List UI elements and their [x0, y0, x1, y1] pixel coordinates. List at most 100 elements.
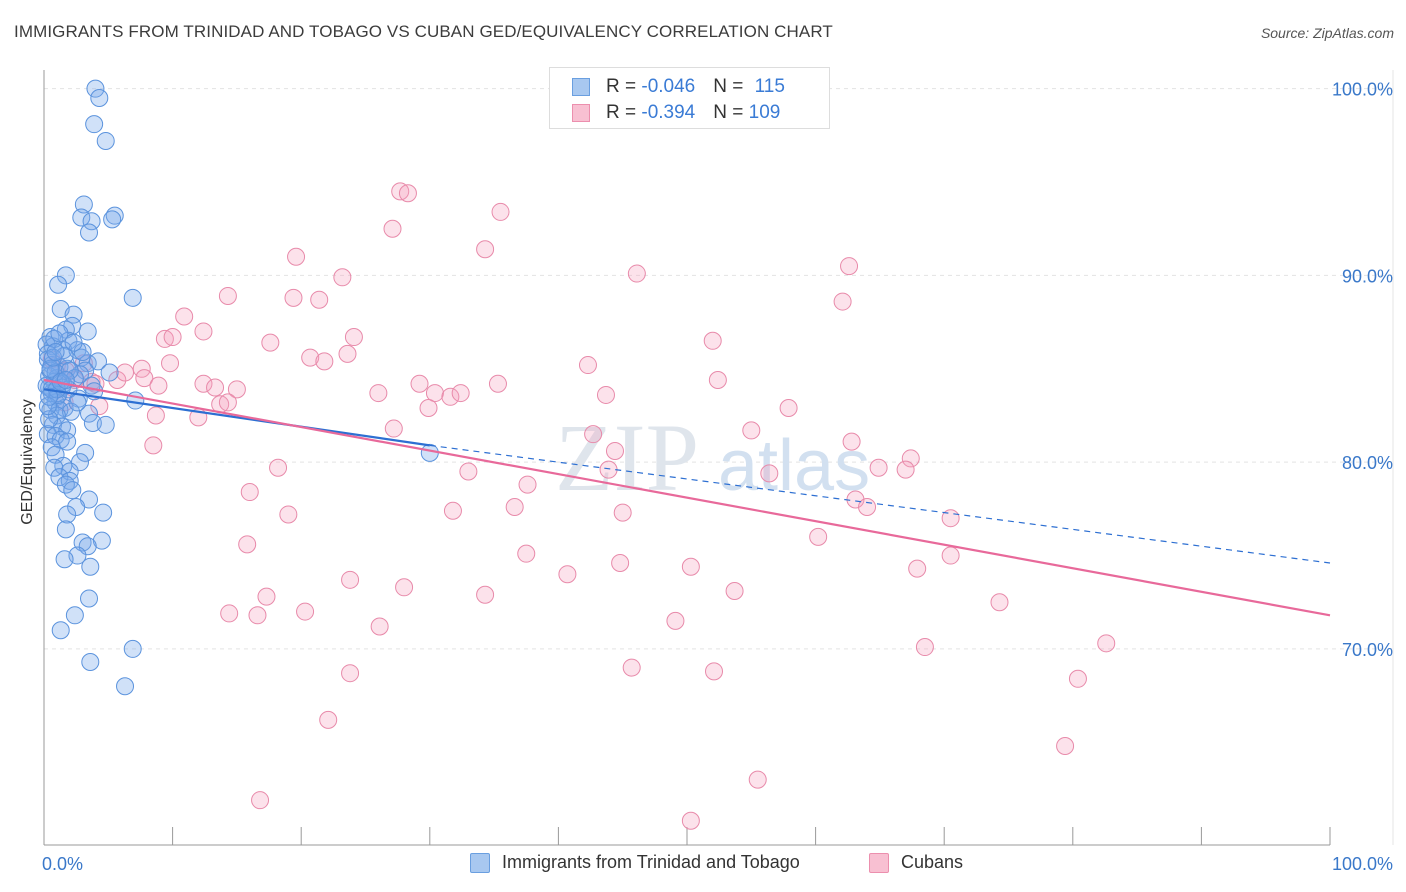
cuban-point: [611, 554, 630, 573]
cuban-point: [622, 658, 641, 677]
cuban-point: [584, 425, 603, 444]
legend-swatch-blue: [572, 78, 590, 96]
cuban-point: [333, 268, 352, 287]
chart-title: IMMIGRANTS FROM TRINIDAD AND TOBAGO VS C…: [14, 22, 833, 41]
trinidad-point: [80, 589, 99, 608]
cuban-point: [840, 257, 859, 276]
cuban-point: [279, 505, 298, 524]
tick-labels: 100.0% 90.0% 80.0% 70.0% 0.0% 100.0%: [42, 80, 1393, 874]
cuban-point: [705, 662, 724, 681]
cuban-point: [301, 348, 320, 367]
trinidad-point: [92, 531, 111, 550]
cuban-point: [369, 384, 388, 403]
trinidad-point: [100, 363, 119, 382]
cuban-point: [518, 475, 537, 494]
cuban-point: [248, 606, 267, 625]
trinidad-point: [40, 387, 59, 406]
cuban-point: [708, 371, 727, 389]
trinidad-point: [51, 621, 70, 640]
cuban-point: [296, 602, 315, 621]
trinidad-point: [71, 453, 90, 472]
legend-n-pink: 109: [748, 102, 781, 123]
cuban-point: [681, 557, 700, 576]
trinidad-point: [73, 342, 92, 361]
cuban-point: [517, 544, 536, 563]
cuban-point: [238, 535, 257, 554]
cuban-point: [251, 791, 270, 810]
cuban-point: [833, 292, 852, 311]
trinidad-point: [123, 288, 142, 307]
trinidad-point: [68, 393, 87, 412]
cuban-point: [666, 611, 685, 630]
cuban-point: [284, 288, 303, 307]
cuban-point: [269, 458, 288, 477]
y-tick-label: 100.0%: [1332, 80, 1393, 100]
cuban-point: [319, 710, 338, 729]
cuban-point: [341, 570, 360, 589]
cuban-point: [194, 322, 213, 341]
cuban-point: [896, 460, 915, 479]
cuban-point: [398, 184, 417, 203]
cuban-point: [310, 290, 329, 309]
watermark: ZIP atlas: [555, 404, 870, 511]
trinidad-point: [56, 520, 75, 539]
trinidad-point: [420, 443, 439, 462]
legend-r-pink: -0.394: [641, 102, 696, 123]
cuban-point: [599, 460, 618, 479]
cuban-point: [344, 328, 363, 347]
trinidad-point: [96, 415, 115, 434]
cuban-point: [315, 352, 334, 371]
trinidad-trend-line: [43, 388, 430, 447]
cuban-point: [144, 436, 163, 455]
cuban-point: [220, 604, 239, 623]
cuban-point: [161, 354, 180, 373]
trinidad-point: [72, 208, 91, 227]
cuban-point: [459, 462, 478, 481]
cuban-point: [257, 587, 276, 606]
x-tick-label-min: 0.0%: [42, 854, 83, 874]
cuban-point: [155, 329, 174, 348]
legend-swatch-pink: [572, 104, 590, 122]
trinidad-point: [81, 652, 100, 671]
cuban-point: [218, 286, 237, 305]
cuban-point: [605, 441, 624, 460]
trinidad-point: [85, 115, 104, 134]
cuban-point: [395, 578, 414, 597]
cuban-point: [391, 182, 410, 201]
y-tick-label: 70.0%: [1342, 640, 1393, 660]
trinidad-point: [80, 404, 99, 423]
cuban-point: [809, 527, 828, 546]
trinidad-point: [41, 359, 60, 378]
trinidad-point: [96, 131, 115, 150]
cuban-point: [443, 501, 462, 520]
trinidad-point: [62, 402, 81, 421]
cuban-point: [725, 582, 744, 601]
cuban-point: [1056, 737, 1075, 756]
trinidad-point: [86, 79, 105, 98]
trinidad-point: [76, 443, 95, 462]
trinidad-point: [58, 432, 77, 451]
axes: [43, 70, 1331, 846]
trinidad-point: [67, 497, 86, 516]
cuban-point: [748, 770, 767, 789]
trinidad-point: [40, 410, 59, 429]
cuban-point: [476, 240, 495, 259]
cuban-point: [779, 399, 798, 418]
cuban-point: [108, 371, 127, 389]
trinidad-point: [94, 503, 113, 522]
cuban-point: [627, 264, 646, 283]
trend-lines: [43, 378, 1331, 617]
cuban-point: [578, 356, 597, 375]
cuban-point: [869, 458, 888, 477]
trinidad-point: [58, 505, 77, 524]
legend-swatch-trinidad: [470, 853, 490, 873]
cuban-point: [425, 384, 444, 403]
trinidad-point: [63, 481, 82, 500]
source-label: Source: ZipAtlas.com: [1260, 25, 1394, 41]
cuban-point: [149, 376, 168, 395]
trinidad-point: [103, 210, 122, 229]
cuban-point: [703, 331, 722, 350]
cuban-point: [681, 811, 700, 830]
cuban-point: [338, 344, 357, 363]
